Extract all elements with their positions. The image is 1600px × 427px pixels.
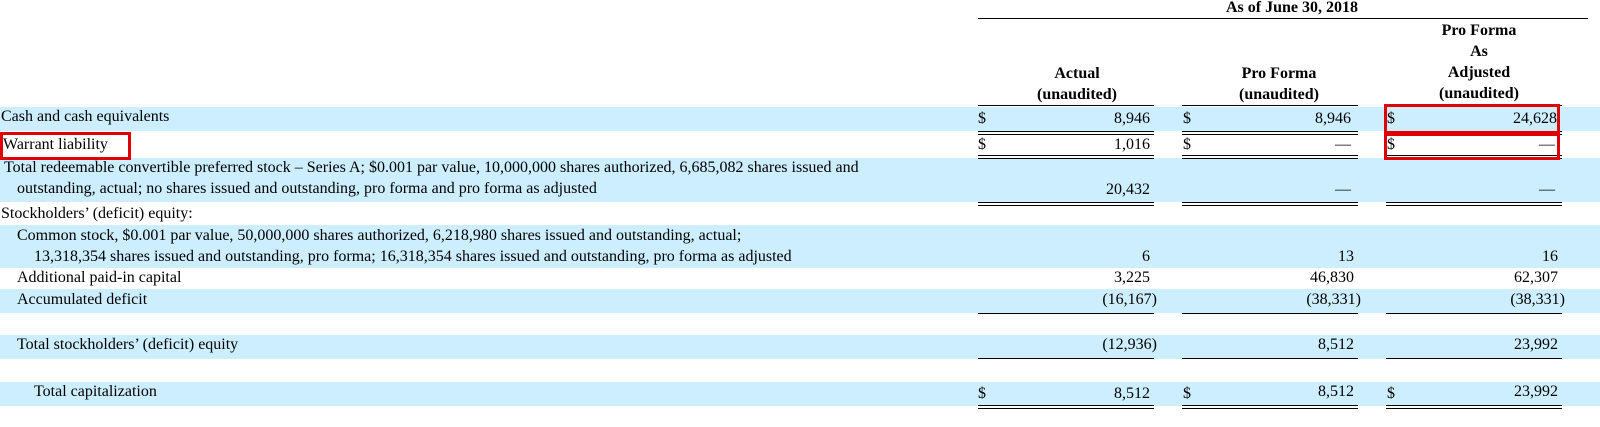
currency-symbol: $: [978, 110, 986, 127]
row-band-common: [0, 225, 1600, 268]
row-label-common-line2: 13,318,354 shares issued and outstanding…: [34, 248, 792, 265]
value-warrant-actual: 1,016: [1114, 136, 1150, 153]
value-cash-pro-forma: 8,946: [1315, 110, 1351, 127]
value-deficit-pro-forma: (38,331): [1306, 291, 1361, 308]
currency-symbol: $: [1387, 136, 1395, 153]
double-underline: [1386, 405, 1562, 409]
row-band-deficit: [0, 289, 1600, 313]
double-underline: [1182, 202, 1358, 206]
currency-symbol: $: [1183, 385, 1191, 402]
double-underline: [1182, 155, 1358, 159]
subtotal-rule: [1182, 313, 1358, 314]
value-preferred-pro-forma-as-adjusted: —: [1539, 181, 1555, 198]
column-header-pro-forma: Pro Forma (unaudited): [1190, 63, 1368, 105]
column-header-line: Actual: [1054, 65, 1100, 82]
column-header-line: Pro Forma: [1241, 65, 1317, 82]
currency-symbol: $: [1183, 110, 1191, 127]
subtotal-rule: [978, 358, 1154, 359]
double-underline: [978, 155, 1154, 159]
value-warrant-pro-forma: —: [1335, 136, 1351, 153]
row-label-total-equity: Total stockholders’ (deficit) equity: [17, 336, 239, 353]
value-total-cap-pro-forma-as-adjusted: 23,992: [1514, 383, 1558, 400]
double-underline: [1182, 405, 1358, 409]
value-total-cap-pro-forma: 8,512: [1318, 383, 1354, 400]
column-header-line: As: [1470, 43, 1488, 60]
value-apic-actual: 3,225: [1114, 269, 1150, 286]
value-warrant-pro-forma-as-adjusted: —: [1539, 136, 1555, 153]
row-label-common-line1: Common stock, $0.001 par value, 50,000,0…: [17, 227, 742, 244]
column-header-line: (unaudited): [1036, 86, 1118, 103]
double-underline: [978, 405, 1154, 409]
value-cash-actual: 8,946: [1114, 110, 1150, 127]
period-header: As of June 30, 2018: [1225, 0, 1358, 16]
highlight-box-cash-adjusted: [1384, 104, 1560, 134]
value-common-pro-forma: 13: [1338, 248, 1354, 265]
row-label-preferred-line1: Total redeemable convertible preferred s…: [4, 159, 859, 176]
value-common-pro-forma-as-adjusted: 16: [1542, 248, 1558, 265]
highlight-box-warrant-label: [0, 132, 131, 160]
double-underline: [978, 131, 1154, 135]
row-band-cash: [0, 107, 1600, 131]
column-header-actual: Actual (unaudited): [988, 63, 1166, 105]
row-label-preferred-line2: outstanding, actual; no shares issued an…: [17, 180, 597, 197]
currency-symbol: $: [1387, 385, 1395, 402]
value-preferred-pro-forma: —: [1335, 181, 1351, 198]
value-cash-pro-forma-as-adjusted: 24,628: [1513, 110, 1557, 127]
currency-symbol: $: [978, 136, 986, 153]
value-total-equity-actual: (12,936): [1102, 336, 1157, 353]
column-header-pro-forma-as-adjusted: Pro Forma As Adjusted (unaudited): [1390, 20, 1568, 104]
row-label-deficit: Accumulated deficit: [17, 291, 148, 308]
subtotal-rule: [978, 313, 1154, 314]
value-preferred-actual: 20,432: [1106, 181, 1150, 198]
column-header-line: Pro Forma: [1441, 22, 1517, 39]
subtotal-rule: [1386, 313, 1562, 314]
currency-symbol: $: [1183, 136, 1191, 153]
column-header-rule-pro-forma: [1182, 105, 1358, 106]
value-total-cap-actual: 8,512: [1114, 385, 1150, 402]
subtotal-rule: [1386, 358, 1562, 359]
value-common-actual: 6: [1142, 248, 1150, 265]
section-heading-equity: Stockholders’ (deficit) equity:: [1, 205, 193, 222]
row-band-total-cap: [0, 382, 1600, 406]
subtotal-rule: [1182, 358, 1358, 359]
period-header-rule: [978, 18, 1588, 19]
column-header-line: (unaudited): [1238, 86, 1320, 103]
row-label-cash: Cash and cash equivalents: [1, 108, 170, 125]
double-underline: [978, 202, 1154, 206]
row-band-total-equity: [0, 335, 1600, 359]
highlight-box-warrant-adjusted: [1384, 133, 1560, 160]
double-underline: [1386, 202, 1562, 206]
row-label-apic: Additional paid-in capital: [17, 269, 182, 286]
value-total-equity-pro-forma: 8,512: [1318, 336, 1354, 353]
value-total-equity-pro-forma-as-adjusted: 23,992: [1514, 336, 1558, 353]
column-header-line: Adjusted: [1447, 64, 1511, 81]
value-deficit-actual: (16,167): [1102, 291, 1157, 308]
value-apic-pro-forma: 46,830: [1310, 269, 1354, 286]
column-header-line: (unaudited): [1438, 85, 1520, 102]
row-label-warrant: Warrant liability: [3, 136, 108, 153]
row-band-preferred: [0, 158, 1600, 202]
value-apic-pro-forma-as-adjusted: 62,307: [1514, 269, 1558, 286]
currency-symbol: $: [978, 385, 986, 402]
row-label-total-cap: Total capitalization: [34, 383, 157, 400]
value-deficit-pro-forma-as-adjusted: (38,331): [1510, 291, 1565, 308]
double-underline: [1182, 131, 1358, 135]
column-header-rule-actual: [978, 105, 1154, 106]
currency-symbol: $: [1387, 110, 1395, 127]
